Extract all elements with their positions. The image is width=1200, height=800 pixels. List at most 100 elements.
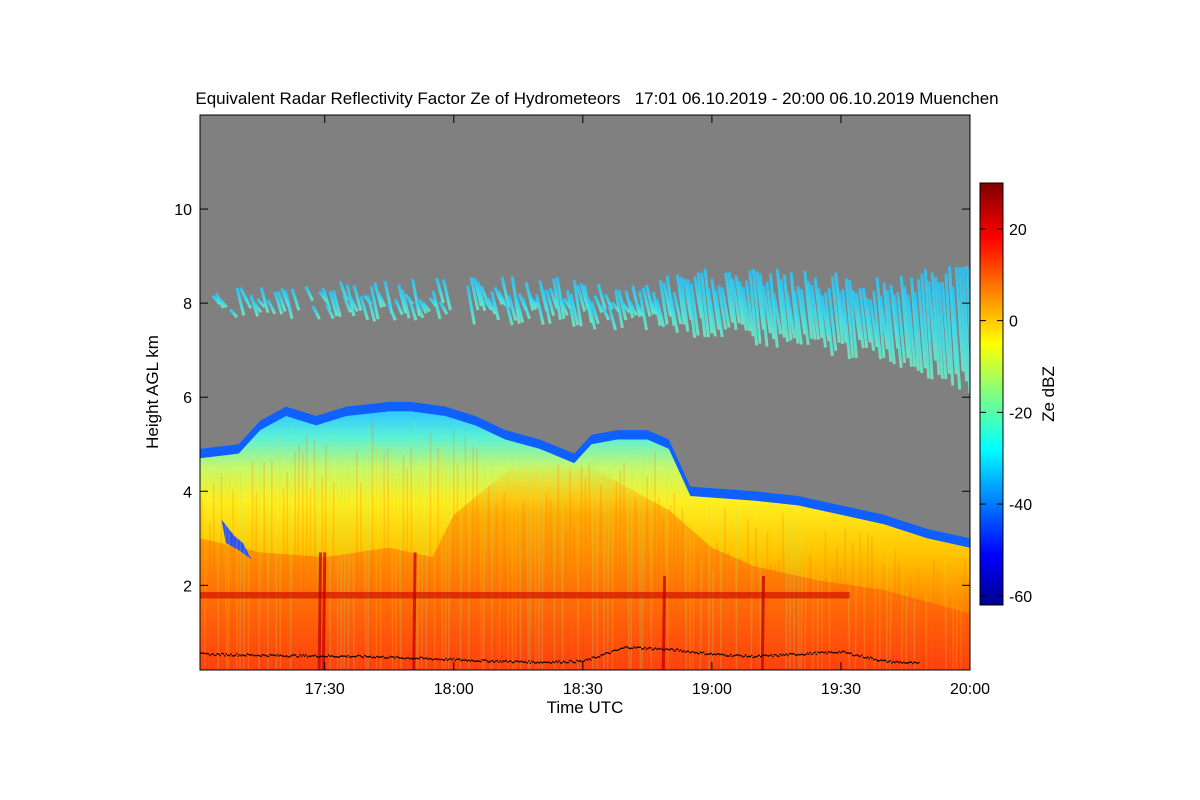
cloud-base-point xyxy=(224,655,226,657)
cirrus-streak xyxy=(820,295,831,342)
fall-streak xyxy=(391,445,394,670)
cirrus-streak xyxy=(555,276,566,319)
cirrus-streak xyxy=(572,280,583,327)
cloud-base-point xyxy=(315,655,318,658)
fall-streak xyxy=(680,507,684,670)
cloud-base-point xyxy=(731,655,733,658)
cloud-base-point xyxy=(595,657,598,659)
fall-streak xyxy=(436,448,440,670)
cloud-base-point xyxy=(273,654,276,656)
fall-streak xyxy=(289,426,292,670)
fall-streak xyxy=(874,529,877,670)
cirrus-streak xyxy=(872,290,883,360)
fall-streak xyxy=(599,484,602,670)
cloud-base-point xyxy=(490,660,492,662)
cirrus-streak xyxy=(700,272,710,338)
cloud-base-point xyxy=(836,652,839,654)
cloud-base-point xyxy=(594,657,596,659)
cloud-base-point xyxy=(876,659,878,662)
cloud-base-point xyxy=(534,662,536,664)
cloud-base-point xyxy=(523,661,526,663)
cloud-base-point xyxy=(582,660,584,663)
fall-streak xyxy=(569,468,573,670)
cloud-base-point xyxy=(522,661,524,663)
cloud-base-point xyxy=(361,656,363,658)
cloud-base-point xyxy=(330,654,333,657)
cloud-base-point xyxy=(212,653,214,655)
cloud-base-point xyxy=(296,656,298,658)
cirrus-streak xyxy=(359,295,370,321)
cirrus-streak xyxy=(548,287,559,309)
cloud-base-point xyxy=(912,662,914,665)
cirrus-streak xyxy=(400,289,411,319)
cloud-base-point xyxy=(830,651,833,653)
cloud-base-point xyxy=(785,653,788,655)
cloud-base-point xyxy=(737,654,739,656)
cloud-base-point xyxy=(797,653,800,656)
y-tick-label: 10 xyxy=(174,202,192,219)
cloud-base-point xyxy=(248,653,250,656)
cloud-base-point xyxy=(838,650,840,653)
cloud-base-point xyxy=(439,659,441,661)
fall-streak xyxy=(278,435,282,670)
cloud-base-point xyxy=(293,654,295,656)
cloud-base-point xyxy=(383,657,386,659)
cloud-base-point xyxy=(489,661,491,663)
cloud-base-point xyxy=(746,656,748,658)
cirrus-streak xyxy=(720,287,731,328)
cloud-base-point xyxy=(346,656,348,658)
cirrus-streak xyxy=(655,298,666,328)
cloud-base-point xyxy=(874,658,876,661)
cloud-base-point xyxy=(237,655,240,657)
cloud-base-point xyxy=(713,653,715,655)
cloud-base-point xyxy=(449,657,452,660)
precipitation-core xyxy=(200,463,970,670)
cloud-base-point xyxy=(371,657,374,659)
cloud-base-point xyxy=(519,661,521,663)
cloud-base-point xyxy=(356,655,358,657)
cirrus-streak xyxy=(483,299,493,311)
cloud-base-point xyxy=(401,657,404,659)
cirrus-streak xyxy=(817,287,827,348)
cloud-base-point xyxy=(743,655,745,657)
cloud-base-point xyxy=(657,647,660,650)
cloud-base-point xyxy=(266,655,268,657)
cirrus-streak xyxy=(431,290,442,320)
cloud-base-point xyxy=(571,661,574,663)
cloud-base-point xyxy=(621,647,623,649)
cirrus-streak xyxy=(755,271,766,330)
cirrus-streak xyxy=(927,280,938,361)
cloud-base-point xyxy=(467,659,470,661)
cirrus-streak xyxy=(882,282,893,363)
cirrus-streak xyxy=(940,282,951,374)
cirrus-streak xyxy=(421,301,431,313)
cirrus-streak xyxy=(211,294,221,306)
cloud-base-point xyxy=(632,647,634,649)
cloud-base-point xyxy=(803,654,806,656)
cirrus-streak xyxy=(906,294,917,367)
cloud-base-point xyxy=(269,653,271,656)
cloud-base-point xyxy=(591,656,593,659)
cloud-base-point xyxy=(612,649,614,652)
cloud-base-point xyxy=(332,655,334,658)
fall-streak xyxy=(332,481,335,670)
cirrus-streak xyxy=(779,278,790,343)
cirrus-streak xyxy=(889,284,900,349)
cloud-base-point xyxy=(245,655,247,657)
cloud-base-point xyxy=(611,650,613,653)
fall-streak xyxy=(564,530,567,670)
cloud-base-point xyxy=(525,661,527,663)
cloud-base-point xyxy=(766,654,768,657)
cloud-base-point xyxy=(729,653,732,656)
cloud-base-point xyxy=(538,662,541,664)
cloud-base-point xyxy=(443,659,446,661)
cloud-base-point xyxy=(739,654,741,657)
cloud-base-point xyxy=(618,648,620,651)
cloud-base-point xyxy=(880,659,882,661)
cloud-base-point xyxy=(683,650,685,652)
cloud-base-point xyxy=(480,660,482,663)
cirrus-streak xyxy=(937,282,948,380)
cirrus-streak xyxy=(751,268,762,344)
cloud-base-point xyxy=(894,661,896,664)
cloud-base-point xyxy=(495,660,497,662)
